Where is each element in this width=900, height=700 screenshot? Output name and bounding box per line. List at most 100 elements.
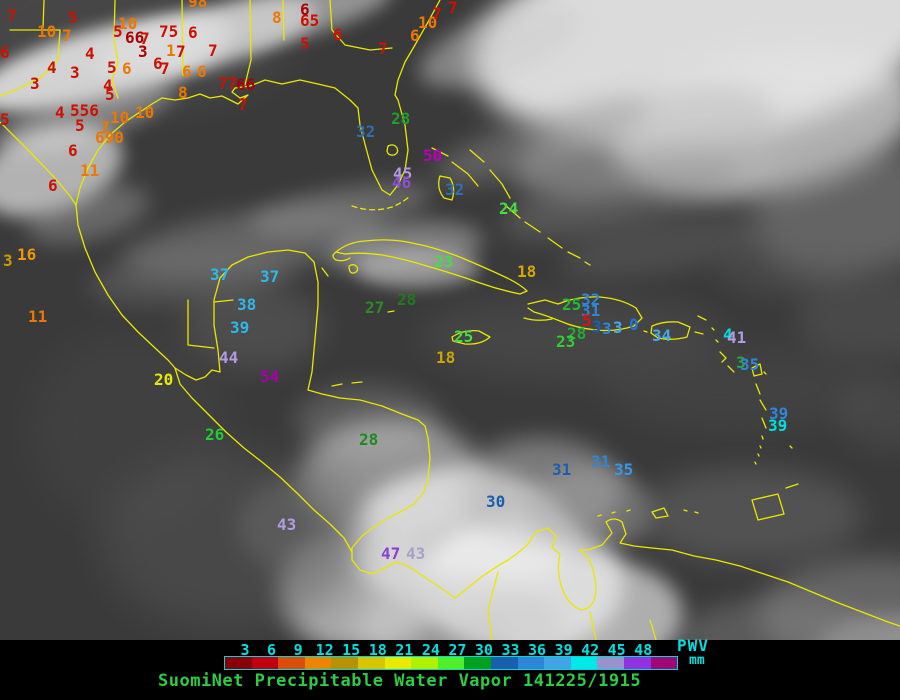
inland-border — [487, 571, 657, 640]
station-value-label: 46 — [392, 173, 412, 192]
pwv-tick-label: 42 — [581, 641, 600, 659]
pwv-colorbar-segment — [437, 657, 465, 669]
station-value-label: 26 — [205, 425, 225, 444]
pwv-colorbar-segment — [251, 657, 279, 669]
pwv-tick-label: 21 — [395, 641, 414, 659]
pwv-colorbar-segment — [544, 657, 571, 669]
station-value-label: 8 — [178, 83, 188, 102]
pwv-colorbar-segment — [464, 657, 491, 669]
station-value-label: 0 — [629, 315, 639, 334]
station-value-label: 23 — [556, 332, 576, 351]
station-value-label: 5 — [0, 110, 10, 129]
station-value-label: 39 — [768, 416, 788, 435]
cozumel-island — [321, 267, 329, 277]
station-value-label: 10 — [110, 108, 130, 127]
pacific-coastline — [174, 367, 353, 553]
cuba-coastline — [332, 239, 528, 295]
station-value-label: 5 — [68, 8, 78, 27]
pwv-tick-label: 39 — [554, 641, 573, 659]
station-value-label: 3 — [736, 353, 746, 372]
station-value-label: 45 — [393, 164, 413, 183]
pwv-colorbar-segment — [384, 657, 412, 669]
product-title: SuomiNet Precipitable Water Vapor 141225… — [158, 671, 642, 691]
station-value-label: 77 — [218, 74, 238, 93]
pwv-colorbar-segment — [650, 657, 678, 669]
station-value-label: 7 — [448, 0, 458, 17]
station-value-label: 6 — [188, 23, 198, 42]
station-value-label: 54 — [260, 367, 280, 386]
station-value-label: 7 — [176, 42, 186, 61]
station-value-label: 6 — [182, 62, 192, 81]
station-value-label: 20 — [154, 370, 174, 389]
station-value-label: 7 — [62, 26, 72, 45]
station-value-label: 8 — [272, 8, 282, 27]
legend-strip: 3 6 9 12 15 18 21 24 27 30 33 36 39 42 45 48 PWV mm Suo… — [0, 636, 900, 700]
pwv-colorbar-segment — [357, 657, 385, 669]
station-value-label: 7 — [208, 41, 218, 60]
station-value-label: 30 — [486, 492, 506, 511]
trinidad-tobago — [751, 483, 799, 521]
pwv-colorbar-segment — [331, 657, 358, 669]
station-value-label: 18 — [517, 262, 537, 281]
station-value-label: 34 — [652, 326, 672, 345]
coastline-layer — [0, 0, 900, 640]
station-value-label: 10 — [37, 22, 57, 41]
belize-border — [187, 299, 234, 349]
station-value-label: 32 — [356, 122, 376, 141]
station-value-label: 6 — [48, 176, 58, 195]
pwv-unit-label: PWV — [677, 636, 709, 655]
pwv-tick-label: 33 — [501, 641, 520, 659]
state-border — [244, 0, 252, 86]
station-value-label: 28 — [397, 290, 417, 309]
pwv-colorbar-segment — [570, 657, 598, 669]
pwv-tick-label: 12 — [315, 641, 334, 659]
florida-keys — [351, 195, 411, 211]
station-value-label: 5 — [300, 34, 310, 53]
station-value-label: 7 — [7, 6, 17, 25]
station-value-label: 6 — [68, 141, 78, 160]
pwv-colorbar-segment — [597, 657, 624, 669]
station-value-label: 3 — [602, 319, 612, 338]
station-value-label: 7 — [432, 4, 442, 23]
station-value-label: 5 — [113, 22, 123, 41]
cayman-islands — [387, 310, 395, 313]
pwv-tick-label: 3 — [240, 641, 250, 659]
pwv-colorbar-segment — [225, 657, 252, 669]
station-value-label: 39 — [230, 318, 250, 337]
station-value-label: 50 — [423, 146, 443, 165]
station-value-label: 24 — [499, 199, 519, 218]
station-value-label: 28 — [359, 430, 379, 449]
station-value-label: 4 — [55, 103, 65, 122]
station-value-label: 35 — [614, 460, 634, 479]
station-value-label: 43 — [277, 515, 297, 534]
station-value-label: 25 — [562, 295, 582, 314]
station-value-label: 35 — [740, 355, 760, 374]
station-value-label: 6 — [0, 43, 10, 62]
pwv-tick-label: 27 — [448, 641, 467, 659]
station-value-label: 3 — [30, 74, 40, 93]
station-value-label: 3 — [592, 317, 602, 336]
pwv-colorbar — [224, 656, 678, 670]
station-value-label: 3 — [3, 251, 13, 270]
station-value-label: 11 — [28, 307, 48, 326]
station-value-label: 3 — [613, 318, 623, 337]
pwv-colorbar-segment — [278, 657, 305, 669]
pwv-colorbar-segment — [304, 657, 332, 669]
satellite-map: 7 5 10 98 8 10 7 5 66 7 3 75 6 6 4 1 7 7 4 3 5 6 6 7 6 6 3 4 5 8 4 556 5… — [0, 0, 900, 640]
station-value-label: 3 — [138, 42, 148, 61]
abc-islands — [597, 507, 699, 519]
pwv-tick-label: 48 — [634, 641, 653, 659]
station-value-label: 47 — [381, 544, 401, 563]
station-value-label: 66 — [236, 75, 256, 94]
pwv-tick-label: 24 — [421, 641, 440, 659]
station-value-label: 75 — [159, 22, 179, 41]
pwv-tick-label: 30 — [474, 641, 493, 659]
station-value-label: 11 — [80, 161, 100, 180]
station-value-label: 5 — [75, 116, 85, 135]
station-value-label: 41 — [727, 328, 747, 347]
station-value-label: 39 — [769, 404, 789, 423]
station-value-label: 32 — [445, 180, 465, 199]
state-border — [282, 0, 285, 41]
pwv-tick-label: 6 — [267, 641, 277, 659]
